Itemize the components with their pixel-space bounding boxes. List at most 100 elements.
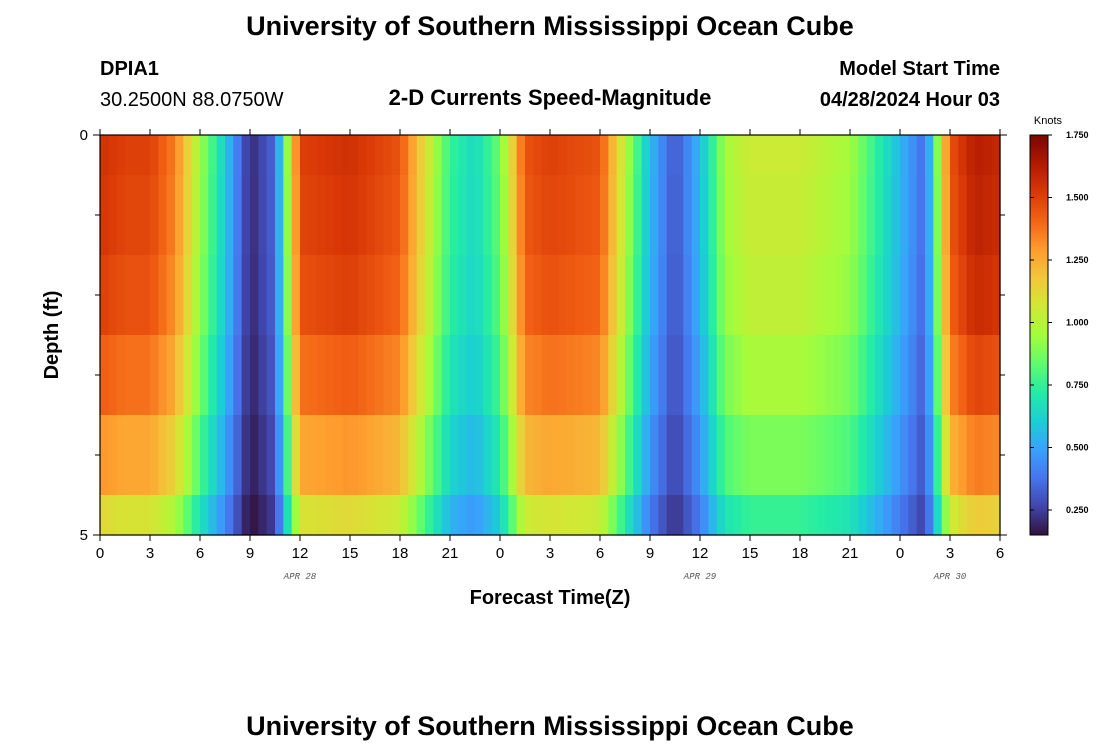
heatmap-cell [550,135,559,176]
heatmap-cell [766,135,776,176]
heatmap-cell [525,135,534,176]
heatmap-cell [608,495,618,536]
heatmap-cell [425,255,434,336]
heatmap-cell [508,255,518,336]
heatmap-cell [325,495,334,536]
heatmap-cell [458,135,468,176]
heatmap-cell [675,415,684,496]
heatmap-cell [208,495,218,536]
heatmap-cell [933,335,943,416]
heatmap-cell [133,335,143,416]
heatmap-cell [225,135,234,176]
heatmap-cell [808,135,818,176]
heatmap-cell [775,495,784,536]
heatmap-cell [733,335,743,416]
heatmap-cell [800,495,809,536]
heatmap-cell [950,255,959,336]
heatmap-cell [791,415,801,496]
heatmap-cell [675,255,684,336]
heatmap-cell [725,335,734,416]
bottom-title: University of Southern Mississippi Ocean… [246,711,854,741]
heatmap-cell [225,415,234,496]
heatmap-cell [925,135,934,176]
heatmap-cell [500,495,509,536]
heatmap-cell [433,175,443,256]
heatmap-cell [216,135,226,176]
model-start-label: Model Start Time [839,58,1000,80]
heatmap-cell [308,135,318,176]
heatmap-cell [433,495,443,536]
heatmap-cell [925,335,934,416]
heatmap-cell [691,135,701,176]
heatmap-cell [791,175,801,256]
heatmap-cell [566,415,576,496]
station-coords: 30.2500N 88.0750W [100,89,284,111]
heatmap-cell [808,175,818,256]
heatmap-cell [716,495,726,536]
x-tick-label: 9 [246,545,254,562]
heatmap-cell [300,135,309,176]
heatmap-cell [741,255,751,336]
heatmap-cell [841,335,851,416]
heatmap-cell [533,135,543,176]
heatmap-cell [941,335,951,416]
heatmap-cell [783,415,793,496]
heatmap-cell [458,495,468,536]
heatmap-cell [875,255,884,336]
heatmap-cell [641,415,651,496]
heatmap-cell [750,255,759,336]
heatmap-cell [691,495,701,536]
heatmap-cell [750,415,759,496]
heatmap-cell [291,255,301,336]
heatmap-cell [991,415,1001,496]
heatmap-cell [241,255,251,336]
heatmap-cell [525,335,534,416]
heatmap-cell [925,495,934,536]
heatmap-cell [425,495,434,536]
heatmap-cell [633,255,643,336]
heatmap-cell [541,415,551,496]
heatmap-cell [800,175,809,256]
heatmap-cell [408,415,418,496]
heatmap-cell [141,135,151,176]
heatmap-cell [616,135,626,176]
heatmap-cell [766,415,776,496]
heatmap-cell [725,135,734,176]
heatmap-cell [266,415,276,496]
heatmap-cell [866,255,876,336]
heatmap-cell [358,415,368,496]
heatmap-cell [116,335,126,416]
heatmap-cell [450,175,459,256]
heatmap-cell [775,415,784,496]
heatmap-cell [583,415,593,496]
heatmap-cell [483,495,493,536]
heatmap-cell [908,415,918,496]
heatmap-cell [233,415,243,496]
heatmap-cell [200,415,209,496]
heatmap-cell [516,415,526,496]
heatmap-cell [175,415,184,496]
heatmap-cell [641,175,651,256]
heatmap-cell [558,415,568,496]
heatmap-cell [866,135,876,176]
heatmap-cell [116,175,126,256]
heatmap-cell [783,495,793,536]
y-axis: 05 [80,127,1007,544]
heatmap-cell [308,495,318,536]
heatmap-cell [775,255,784,336]
heatmap-cell [325,415,334,496]
heatmap-cell [291,135,301,176]
heatmap-cell [641,255,651,336]
heatmap-cell [633,415,643,496]
heatmap-cell [575,135,584,176]
heatmap-cell [725,175,734,256]
heatmap-cell [466,135,476,176]
heatmap-cell [891,175,901,256]
heatmap-cell [541,135,551,176]
heatmap-cell [950,135,959,176]
heatmap-cell [608,255,618,336]
heatmap-cell [208,255,218,336]
heatmap-cell [850,335,859,416]
heatmap-cell [775,335,784,416]
heatmap-cell [383,415,393,496]
